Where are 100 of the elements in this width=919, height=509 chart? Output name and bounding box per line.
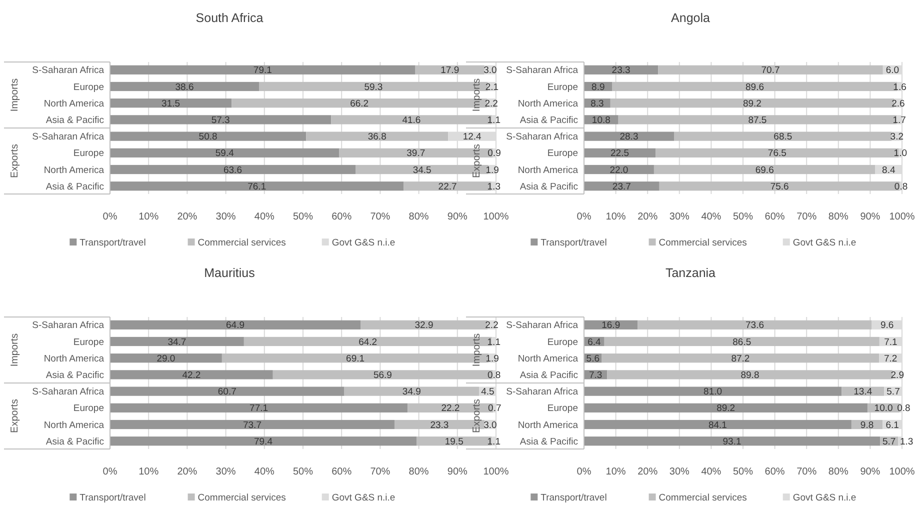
data-label: 41.6: [402, 115, 421, 126]
y-tick-label: S-Saharan Africa: [506, 65, 579, 76]
legend-label: Commercial services: [198, 492, 286, 504]
bar: [842, 386, 884, 396]
data-label: 60.7: [218, 386, 236, 398]
legend-label: Commercial services: [198, 237, 286, 248]
data-label: 66.2: [350, 98, 369, 110]
bar: [110, 386, 344, 396]
data-label: 0.8: [894, 181, 908, 192]
annotation: Exports: [472, 399, 482, 433]
legend-label: Transport/travel: [80, 237, 146, 248]
bar: [604, 336, 880, 346]
data-label: 76.1: [248, 181, 266, 192]
x-tick-label: 50%: [732, 212, 754, 222]
x-tick-label: 100%: [483, 466, 509, 478]
data-label: 69.6: [755, 164, 774, 176]
x-tick-label: 90%: [447, 212, 468, 222]
bar: [110, 82, 259, 92]
data-label: 12.4: [462, 132, 482, 143]
bar: [415, 65, 484, 74]
y-tick-label: S-Saharan Africa: [32, 132, 105, 143]
x-tick-label: 70%: [796, 466, 817, 478]
data-label: 29.0: [156, 353, 176, 364]
data-label: 64.9: [226, 320, 245, 332]
bar: [654, 164, 876, 174]
bar: [110, 98, 232, 108]
data-label: 34.9: [402, 386, 421, 398]
x-tick-label: 100%: [889, 212, 915, 222]
data-label: 1.9: [486, 353, 499, 364]
data-label: 4.5: [481, 386, 494, 398]
text: Imports: [10, 333, 20, 367]
data-label: 10.8: [592, 115, 610, 126]
y-tick-label: North America: [518, 98, 579, 110]
x-tick-label: 80%: [408, 212, 429, 222]
data-label: 81.0: [704, 386, 722, 398]
data-label: 19.5: [444, 436, 464, 448]
data-label: 73.6: [746, 320, 764, 332]
x-tick-label: 30%: [216, 212, 236, 222]
legend-label: Commercial services: [658, 237, 748, 248]
bar: [584, 420, 852, 430]
x-tick-label: 20%: [638, 466, 658, 478]
data-label: 2.2: [484, 98, 498, 110]
y-tick-label: Asia & Pacific: [46, 370, 104, 382]
data-label: 87.2: [731, 353, 750, 364]
y-tick-label: S-Saharan Africa: [32, 320, 105, 332]
data-label: 34.5: [412, 164, 432, 176]
data-label: 22.2: [441, 403, 460, 414]
bar: [110, 320, 361, 330]
data-label: 50.8: [198, 132, 218, 143]
data-label: 22.5: [610, 148, 630, 160]
y-tick-label: North America: [44, 353, 105, 364]
data-label: 75.6: [770, 181, 789, 192]
x-tick-label: 60%: [332, 212, 352, 222]
data-label: 1.7: [892, 115, 906, 126]
data-label: 63.6: [224, 164, 242, 176]
data-label: 79.4: [254, 436, 272, 448]
legend-label: Govt G&S n.i.e: [792, 237, 856, 248]
data-label: 5.7: [886, 386, 900, 398]
y-tick-label: S-Saharan Africa: [506, 386, 579, 398]
data-label: 93.1: [722, 436, 742, 448]
x-tick-label: 20%: [177, 212, 198, 222]
bar: [638, 320, 872, 330]
data-label: 2.9: [890, 370, 904, 382]
bar: [110, 420, 394, 430]
x-tick-label: 30%: [216, 466, 236, 478]
x-tick-label: 20%: [177, 466, 198, 478]
data-label: 73.7: [242, 420, 262, 431]
data-label: 3.0: [484, 65, 497, 76]
bar: [110, 403, 408, 412]
data-label: 59.4: [215, 148, 234, 160]
x-tick-label: 10%: [606, 212, 626, 222]
x-tick-label: 60%: [764, 212, 785, 222]
legend-label: Govt G&S n.i.e: [792, 492, 856, 504]
x-tick-label: 40%: [254, 212, 275, 222]
x-tick-label: 40%: [254, 466, 275, 478]
data-label: 32.9: [414, 320, 434, 332]
y-tick-label: S-Saharan Africa: [32, 65, 105, 76]
x-tick-label: 50%: [292, 466, 314, 478]
data-label: 28.3: [620, 132, 638, 143]
data-label: 7.3: [589, 370, 602, 382]
y-tick-label: North America: [518, 164, 579, 176]
x-tick-label: 100%: [483, 212, 509, 222]
chart-title: Angola: [671, 11, 710, 25]
data-label: 89.2: [742, 98, 762, 110]
data-label: 42.2: [182, 370, 201, 382]
x-tick-label: 0%: [102, 212, 118, 222]
y-tick-label: North America: [518, 420, 579, 431]
bar: [584, 403, 868, 412]
bar: [110, 336, 244, 346]
x-tick-label: 80%: [828, 466, 849, 478]
data-label: 7.1: [884, 336, 898, 348]
data-label: 6.0: [886, 65, 900, 76]
y-tick-label: Europe: [547, 148, 578, 160]
x-tick-label: 40%: [701, 212, 722, 222]
x-tick-label: 40%: [701, 466, 722, 478]
x-tick-label: 70%: [796, 212, 817, 222]
bar: [584, 182, 660, 191]
data-label: 64.2: [358, 336, 378, 348]
text: Exports: [10, 144, 20, 178]
data-label: 1.1: [487, 336, 500, 348]
